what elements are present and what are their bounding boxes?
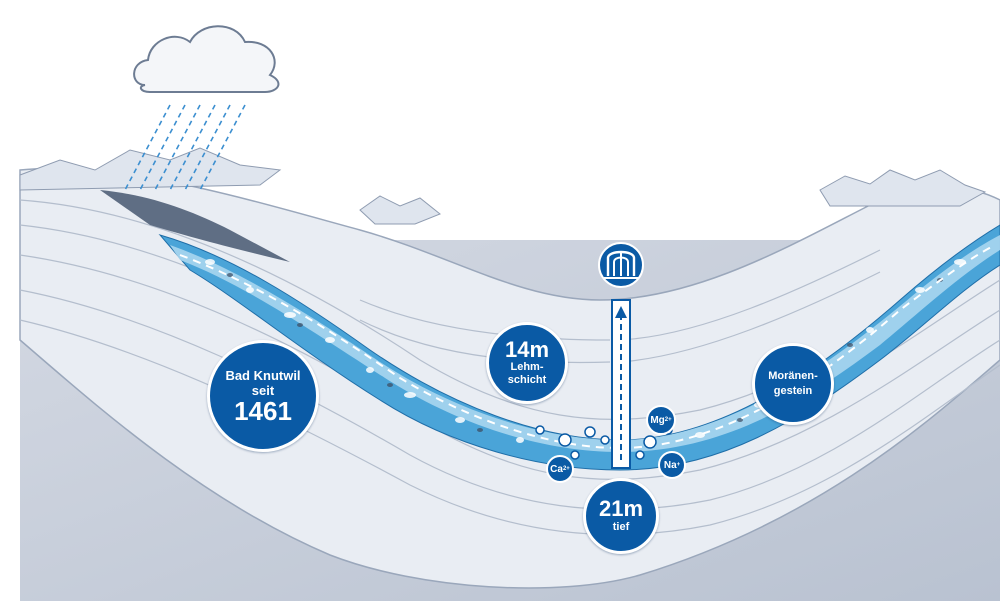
ion-ca-badge: Ca 2+ (546, 455, 574, 483)
knutwil-year: 1461 (234, 395, 292, 426)
knutwil-line1: Bad Knutwil (225, 367, 301, 383)
moraene-line2: gestein (773, 385, 813, 397)
moraene-line1: Moränen- (768, 370, 818, 382)
cloud-icon (133, 25, 280, 93)
knutwil-line2: seit (251, 382, 275, 398)
rain-streaks (124, 104, 246, 191)
depth-badge: 21m tief (583, 478, 659, 554)
gravel-specks (205, 259, 966, 443)
depth-value: 21m (598, 495, 644, 521)
surface-rocks (19, 147, 987, 225)
lehm-badge: 14m Lehm- schicht (486, 322, 568, 404)
well-arrow-head (615, 306, 627, 318)
knutwil-badge: Bad Knutwil seit 1461 (207, 340, 319, 452)
dark-gravel-layer (100, 190, 290, 262)
ion-mg-charge: 2+ (664, 417, 672, 423)
ion-mg-symbol: Mg (650, 414, 665, 426)
mineral-bubbles (535, 425, 673, 460)
fountain-icon (598, 242, 644, 288)
ion-na-symbol: Na (663, 459, 677, 471)
ion-ca-symbol: Ca (550, 463, 563, 475)
lehm-line2: schicht (507, 374, 547, 386)
lehm-line1: Lehm- (510, 361, 544, 373)
strata-lines (19, 199, 1000, 536)
ion-ca-charge: 2+ (562, 466, 570, 472)
ion-mg-badge: Mg 2+ (646, 405, 676, 435)
flow-lines (179, 244, 996, 449)
lehm-value: 14m (504, 337, 550, 362)
depth-label: tief (612, 520, 630, 533)
ion-na-badge: Na + (658, 451, 686, 479)
ion-na-charge: + (676, 462, 681, 468)
moraene-badge: Moränen- gestein (752, 343, 834, 425)
